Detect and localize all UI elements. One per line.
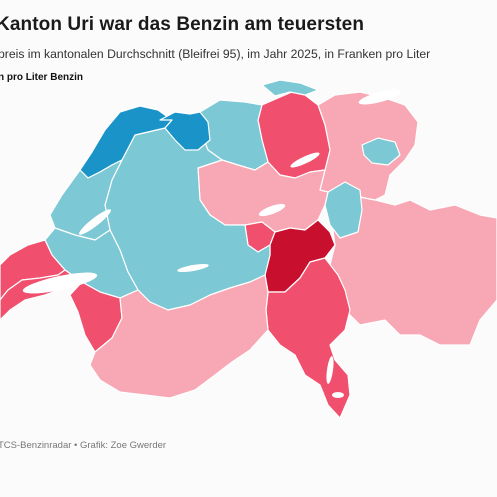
lake-geneva <box>22 272 98 294</box>
source-credit: TCS-Benzinradar • Grafik: Zoe Gwerder <box>0 440 167 451</box>
lake-maggiore <box>326 356 334 384</box>
lake-lucerne <box>258 203 286 217</box>
lake-constance <box>358 89 402 105</box>
region-wallis[interactable] <box>89 274 269 399</box>
lake-neuchatel <box>79 209 111 235</box>
region-appenzell[interactable] <box>361 137 401 166</box>
region-jura[interactable] <box>49 159 123 241</box>
lake-lugano <box>332 392 344 398</box>
lake-thun <box>177 263 209 273</box>
lake-zurich <box>290 152 320 168</box>
region-glarus[interactable] <box>324 181 363 239</box>
page-title: Kanton Uri war das Benzin am teuersten <box>0 14 365 35</box>
region-schaffhausen[interactable] <box>261 80 319 97</box>
page-subtitle: preis im kantonalen Durchschnitt (Bleifr… <box>0 47 431 61</box>
region-basel-stadt[interactable] <box>159 111 211 151</box>
switzerland-map <box>0 80 497 419</box>
legend-label: n pro Liter Benzin <box>0 72 83 83</box>
